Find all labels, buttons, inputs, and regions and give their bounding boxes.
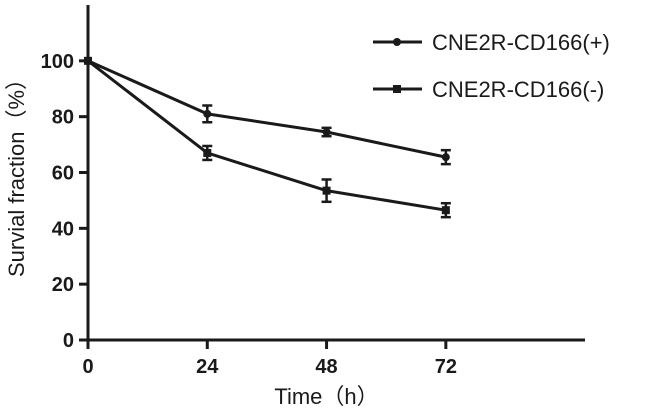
data-point [203, 148, 212, 157]
series-layer [84, 56, 451, 219]
legend: CNE2R-CD166(+) CNE2R-CD166(-) [373, 30, 610, 102]
legend-item-2: CNE2R-CD166(-) [373, 77, 604, 102]
legend-label: CNE2R-CD166(+) [432, 30, 610, 55]
data-point [322, 128, 331, 137]
data-point [322, 186, 331, 195]
series-line [87, 59, 447, 159]
x-ticks: 0 24 48 72 [82, 340, 457, 378]
series-2 [84, 56, 451, 219]
y-ticks: 0 20 40 60 80 100 [41, 51, 88, 352]
y-tick-label: 100 [41, 51, 74, 73]
data-point [441, 206, 450, 215]
y-tick-label: 80 [52, 107, 74, 129]
legend-marker [393, 38, 401, 46]
x-tick-label: 72 [435, 356, 457, 378]
y-axis-title: Survial fraction（%） [4, 68, 29, 277]
y-tick-label: 60 [52, 163, 74, 185]
x-tick-label: 24 [196, 356, 219, 378]
legend-item-1: CNE2R-CD166(+) [373, 30, 610, 55]
data-point [441, 153, 450, 162]
y-tick-label: 40 [52, 218, 74, 240]
x-axis-title: Time（h） [274, 384, 378, 409]
y-tick-label: 0 [63, 330, 74, 352]
data-point [84, 56, 92, 65]
data-point [203, 109, 212, 118]
legend-marker [393, 85, 401, 93]
series-line [87, 59, 447, 212]
x-tick-label: 0 [82, 356, 93, 378]
x-tick-label: 48 [315, 356, 337, 378]
y-tick-label: 20 [52, 274, 74, 296]
legend-label: CNE2R-CD166(-) [432, 77, 604, 102]
series-1 [84, 56, 451, 166]
axes [86, 5, 585, 342]
